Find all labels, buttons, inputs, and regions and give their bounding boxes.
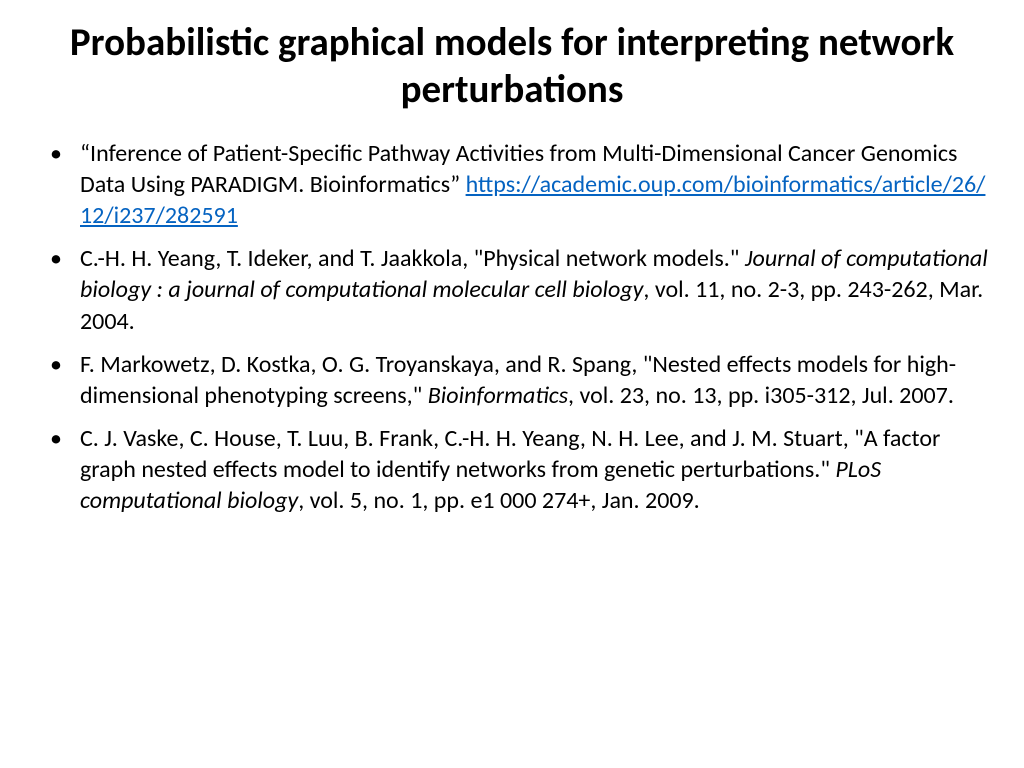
- reference-text: , vol. 23, no. 13, pp. i305-312, Jul. 20…: [568, 381, 954, 410]
- reference-text: , vol. 5, no. 1, pp. e1 000 274+, Jan. 2…: [298, 486, 700, 515]
- slide-title: Probabilistic graphical models for inter…: [30, 20, 994, 114]
- reference-text: C. J. Vaske, C. House, T. Luu, B. Frank,…: [80, 424, 940, 484]
- reference-item: C. J. Vaske, C. House, T. Luu, B. Frank,…: [30, 423, 994, 517]
- journal-name: Bioinformatics: [428, 381, 568, 410]
- reference-item: C.-H. H. Yeang, T. Ideker, and T. Jaakko…: [30, 243, 994, 337]
- reference-text: C.-H. H. Yeang, T. Ideker, and T. Jaakko…: [80, 244, 745, 273]
- reference-item: F. Markowetz, D. Kostka, O. G. Troyanska…: [30, 349, 994, 411]
- reference-list: “Inference of Patient-Specific Pathway A…: [30, 138, 994, 517]
- reference-item: “Inference of Patient-Specific Pathway A…: [30, 138, 994, 232]
